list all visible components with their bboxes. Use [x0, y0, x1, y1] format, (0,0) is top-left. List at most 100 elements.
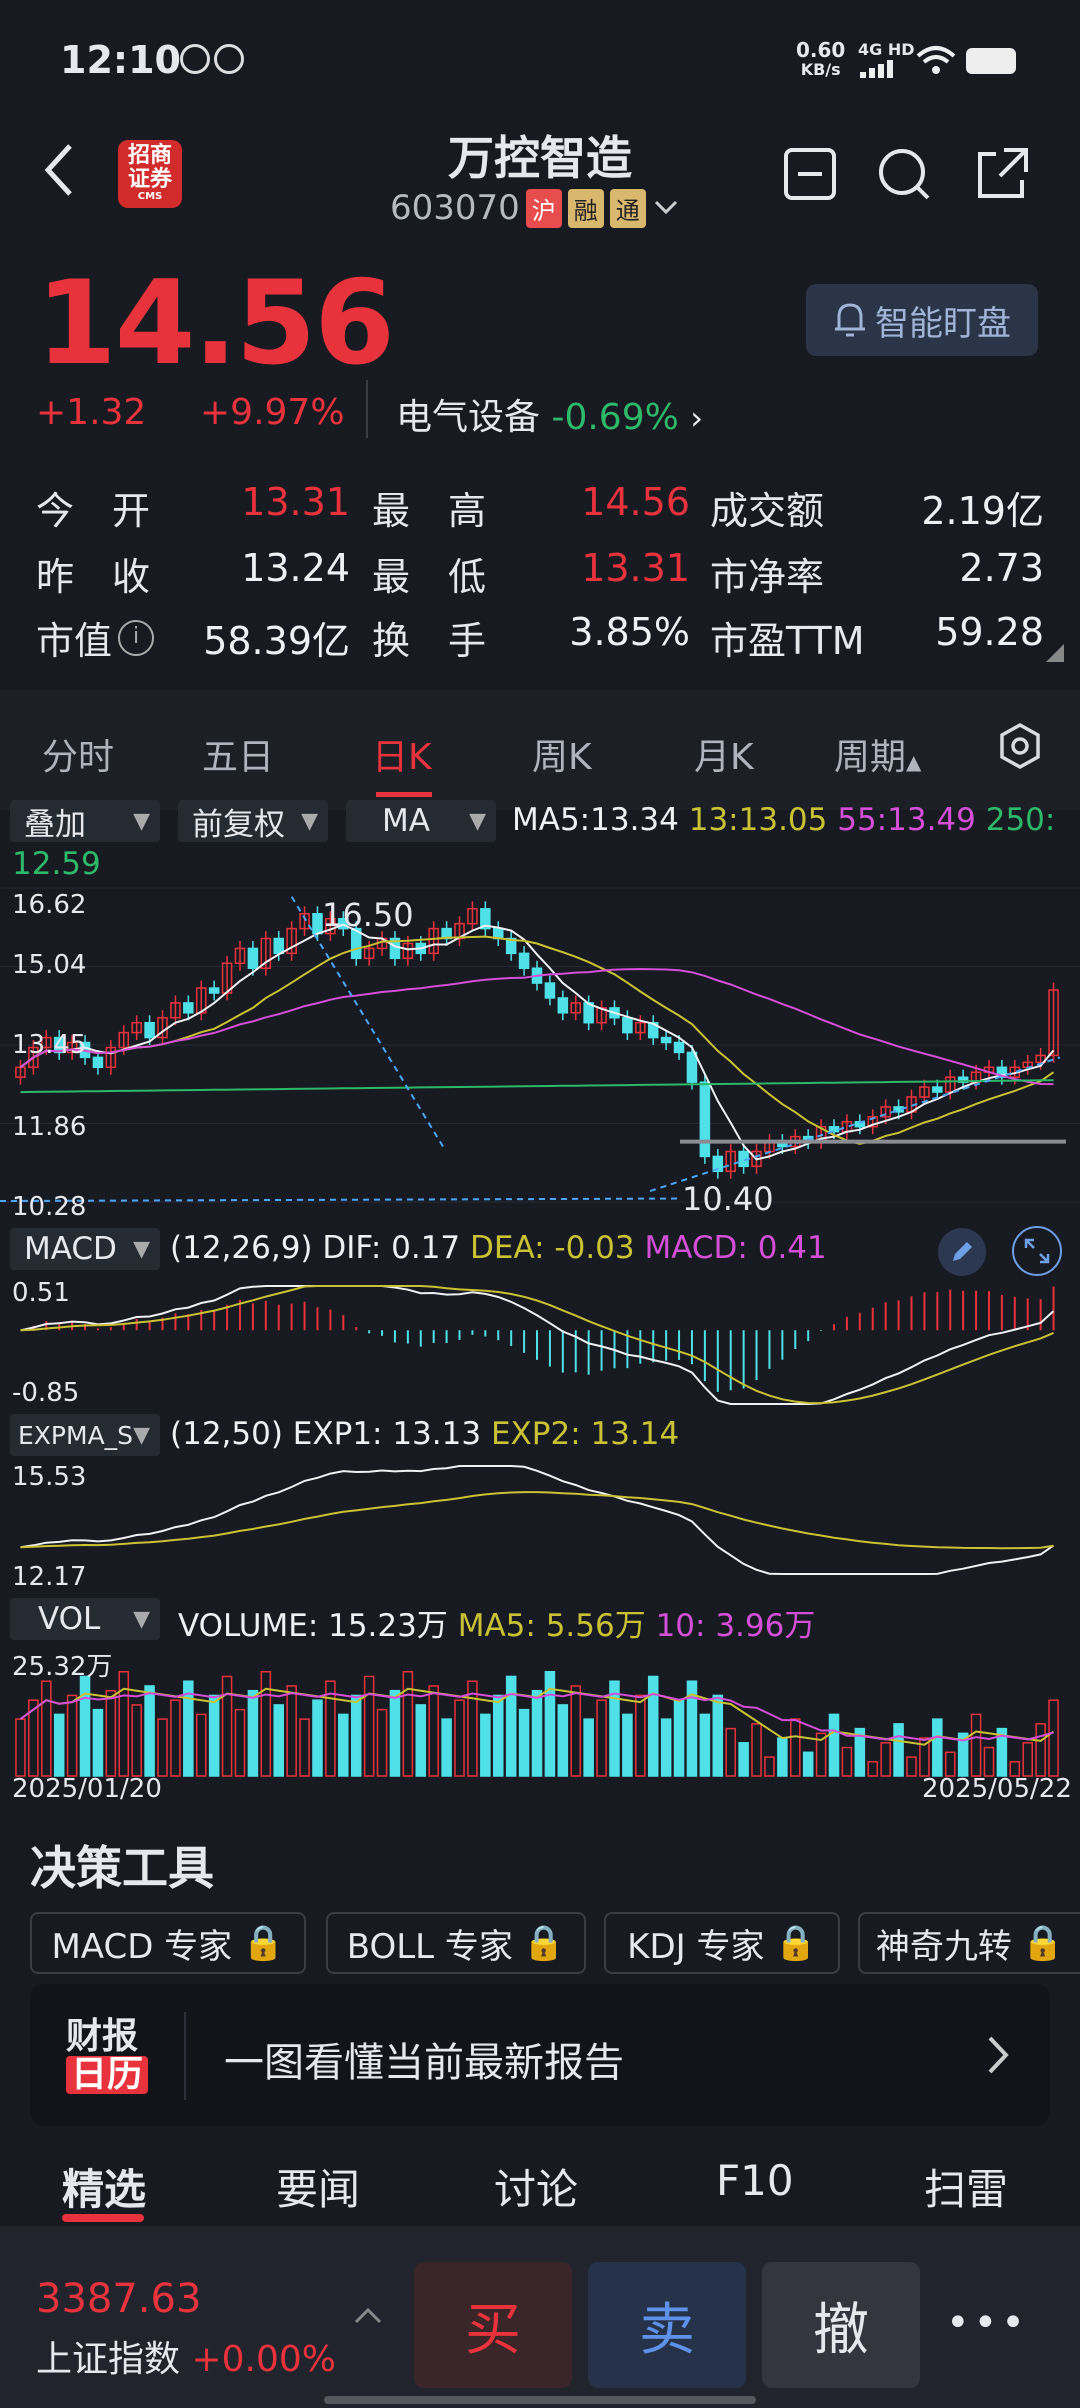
tool-boll[interactable]: BOLL 专家 🔒: [326, 1912, 586, 1974]
volume-bar: [41, 1680, 52, 1777]
tab-timeshare[interactable]: 分时: [42, 737, 115, 778]
tool-macd[interactable]: MACD 专家 🔒: [30, 1912, 306, 1974]
macd-chart[interactable]: [0, 1280, 1080, 1410]
volume-bar: [790, 1718, 801, 1777]
tool-label: 神奇九转: [875, 1926, 1012, 1967]
vol-select[interactable]: VOL ▼: [10, 1598, 160, 1640]
candle-body: [428, 927, 439, 955]
ma5-value: MA5:13.34: [512, 802, 679, 838]
candle-body: [725, 1150, 736, 1173]
volume-chart[interactable]: [0, 1642, 1080, 1778]
tab-risk-scan[interactable]: 扫雷: [924, 2165, 1009, 2214]
index-row[interactable]: 上证指数 +0.00%: [36, 2330, 336, 2382]
expma-chart[interactable]: [0, 1460, 1080, 1580]
candle-body: [932, 1086, 943, 1093]
volume-bar: [854, 1727, 866, 1777]
kline-tabs: 分时 五日 日K 周K 月K 周期▲: [0, 690, 1080, 810]
candle-body: [144, 1021, 155, 1039]
minimize-icon[interactable]: [782, 146, 838, 202]
candlestick-chart[interactable]: [0, 880, 1080, 1220]
tools-title: 决策工具: [30, 1841, 214, 1895]
sector-link[interactable]: 电气设备 -0.69% ›: [396, 388, 703, 440]
candle-body: [1048, 989, 1059, 1057]
expma-top: 15.53: [12, 1462, 87, 1492]
chevron-up-icon[interactable]: [352, 2306, 384, 2326]
candle-body: [699, 1081, 711, 1158]
fullscreen-button[interactable]: [1012, 1226, 1062, 1276]
tab-weekly-k[interactable]: 周K: [532, 737, 592, 778]
candle-body: [170, 1002, 181, 1019]
volume-bar: [286, 1685, 297, 1777]
tab-discussion[interactable]: 讨论: [494, 2165, 579, 2214]
tab-daily-k[interactable]: 日K: [372, 737, 432, 778]
y-axis-label: 15.04: [12, 950, 87, 980]
stat-label: 换 手: [372, 619, 487, 663]
ma55-value: 55:13.49: [837, 802, 976, 838]
tool-label: MACD 专家: [51, 1926, 233, 1967]
tab-monthly-k[interactable]: 月K: [694, 737, 754, 778]
candle-body: [118, 1031, 130, 1049]
more-menu-icon[interactable]: •••: [946, 2300, 1029, 2346]
volume-bar: [234, 1708, 246, 1777]
volume-bar: [622, 1713, 633, 1777]
share-icon[interactable]: [974, 146, 1030, 202]
vol-legend: VOLUME: 15.23万 MA5: 5.56万 10: 3.96万: [178, 1600, 815, 1645]
candle-body: [286, 927, 297, 955]
volume-bar: [273, 1704, 284, 1777]
tab-period[interactable]: 周期▲: [834, 728, 921, 780]
index-value[interactable]: 3387.63: [36, 2276, 202, 2322]
expand-corner-icon[interactable]: [1046, 644, 1064, 662]
adjust-select[interactable]: 前复权 ▼: [178, 800, 328, 843]
volume-bar: [738, 1742, 749, 1777]
indicator-select[interactable]: MA ▼: [346, 800, 496, 842]
tool-td9[interactable]: 神奇九转 🔒: [858, 1912, 1080, 1974]
settings-icon[interactable]: [998, 722, 1042, 770]
volume-bar: [712, 1694, 724, 1777]
volume-bar: [906, 1756, 917, 1777]
bell-icon: [835, 303, 865, 337]
candle-body: [660, 1036, 672, 1044]
expma-exp2: EXP2: 13.14: [490, 1416, 680, 1452]
tab-news[interactable]: 要闻: [276, 2165, 361, 2214]
buy-button[interactable]: 买: [414, 2262, 572, 2388]
triangle-up-icon: ▲: [906, 750, 922, 774]
sell-button[interactable]: 卖: [588, 2262, 746, 2388]
report-badge-bottom: 日历: [66, 2056, 148, 2094]
ma-legend: MA5:13.34 13:13.05 55:13.49 250:: [512, 802, 1055, 838]
tab-f10[interactable]: F10: [716, 2156, 794, 2205]
stat-label: 市净率: [710, 555, 825, 599]
cancel-order-button[interactable]: 撤: [762, 2262, 920, 2388]
volume-bar: [1022, 1742, 1033, 1777]
search-icon[interactable]: [876, 146, 932, 202]
candle-body: [299, 913, 310, 930]
tool-kdj[interactable]: KDJ 专家 🔒: [604, 1912, 840, 1974]
stat-value: 13.31: [241, 480, 350, 524]
volume-bar: [1035, 1723, 1046, 1777]
smart-watch-button[interactable]: 智能盯盘: [806, 284, 1038, 356]
report-banner[interactable]: 财报 日历 一图看懂当前最新报告: [30, 1984, 1050, 2126]
volume-bar: [673, 1699, 685, 1777]
volume-bar: [66, 1694, 78, 1777]
chevron-left-icon: [44, 144, 72, 196]
tab-featured[interactable]: 精选: [62, 2165, 147, 2214]
expand-icon: [1024, 1238, 1050, 1264]
candle-body: [686, 1051, 698, 1083]
stock-code-row[interactable]: 603070 沪 融 通: [390, 188, 680, 228]
volume-bar: [880, 1742, 891, 1777]
tool-label: BOLL 专家: [346, 1926, 513, 1967]
y-axis-label: 16.62: [12, 890, 87, 920]
expma-bottom: 12.17: [12, 1562, 87, 1592]
expma-select[interactable]: EXPMA_S ▼: [10, 1414, 160, 1456]
candle-body: [92, 1056, 104, 1069]
candle-body: [312, 913, 323, 935]
tab-five-day[interactable]: 五日: [202, 737, 275, 778]
macd-select[interactable]: MACD ▼: [10, 1228, 160, 1270]
tool-label: KDJ 专家: [627, 1926, 765, 1967]
price-change-pct: +9.97%: [200, 392, 345, 433]
overlay-select[interactable]: 叠加 ▼: [10, 800, 160, 843]
info-icon[interactable]: i: [118, 619, 155, 656]
edit-button[interactable]: [938, 1228, 986, 1276]
volume-bar: [944, 1751, 956, 1777]
caret-down-icon: ▼: [133, 808, 150, 834]
back-button[interactable]: [40, 140, 80, 215]
